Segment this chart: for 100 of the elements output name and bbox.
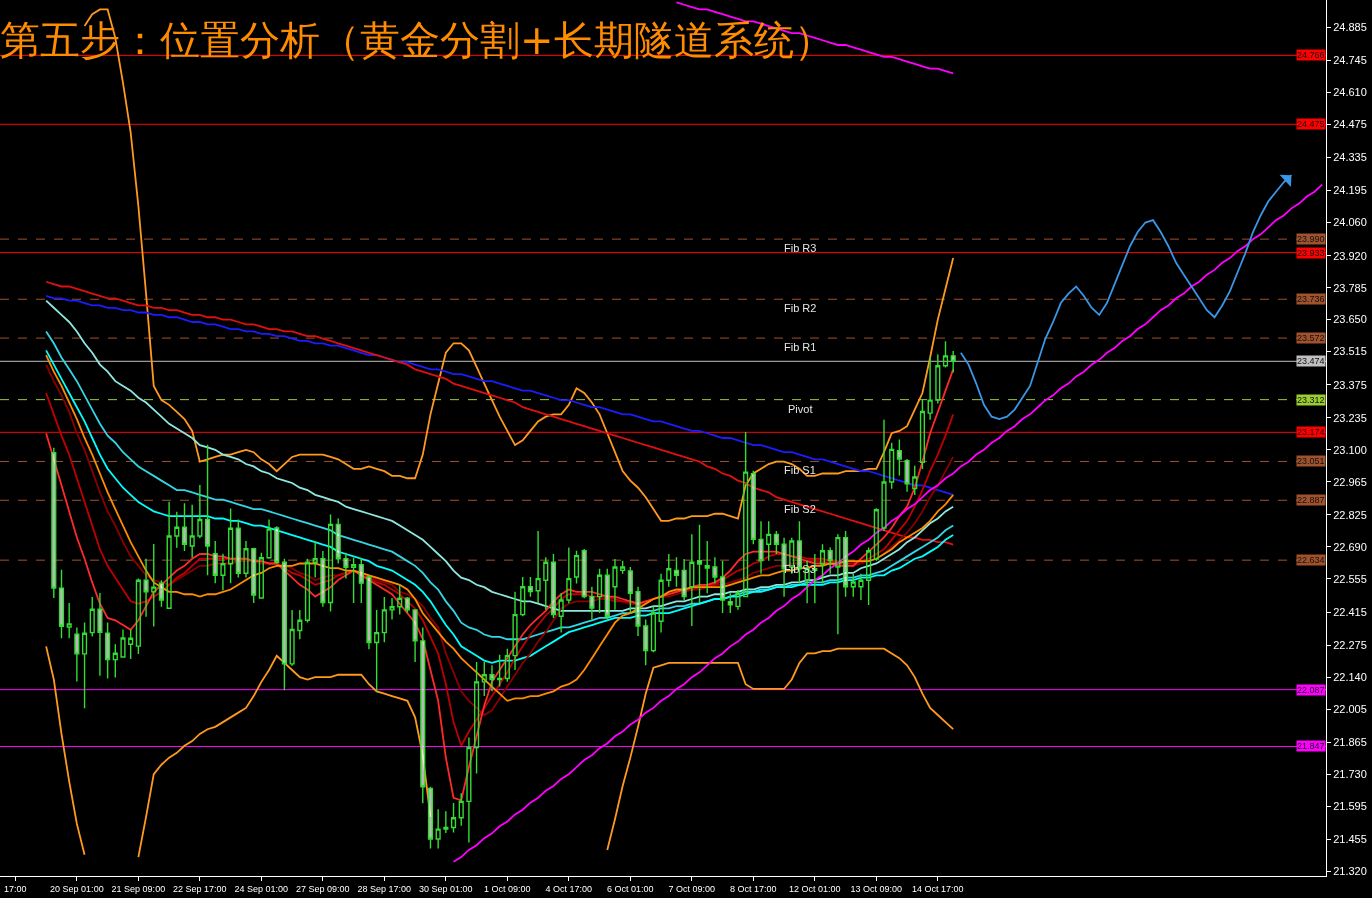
candlestick [527,576,533,598]
candlestick [304,558,311,624]
candlestick [258,552,264,599]
candlestick [673,556,680,588]
candlestick [819,543,826,585]
candlestick [919,399,926,470]
candlestick [712,556,718,585]
annotation: Fib R3 [784,242,817,254]
y-tick-label: 23.375 [1333,378,1367,391]
y-tick-label: 23.920 [1333,249,1367,262]
ref-line-label: 24.766 [1297,50,1325,60]
candlestick [681,558,687,601]
candlestick [827,546,833,575]
candlestick [750,469,756,545]
candlestick [481,661,487,697]
candlestick [135,577,141,655]
line-series [45,368,955,802]
candlestick [489,664,495,693]
candlestick [627,566,633,614]
ref-line-label: 23.312 [1297,395,1325,405]
candlestick [612,558,618,611]
candlestick [320,550,326,608]
candlestick [512,590,518,671]
y-tick-label: 24.335 [1333,151,1367,164]
candlestick [896,438,902,477]
candlestick [927,356,933,421]
line-series [45,299,955,612]
candlestick [850,572,856,598]
candlestick [604,567,610,621]
candlestick [735,589,741,611]
candlestick [412,609,418,663]
candlestick [620,559,626,575]
line-series [675,1,955,75]
candlestick [427,786,434,850]
candlestick [66,602,72,639]
ref-line-label: 22.087 [1297,685,1325,695]
candlestick [450,802,457,834]
candlestick [858,572,864,601]
candlestick [696,523,703,604]
x-tick-label: 14 Oct 17:00 [912,883,964,894]
candlestick [597,567,603,614]
candlestick [520,576,526,617]
y-tick-label: 22.825 [1333,508,1367,521]
x-tick-label: 7 Oct 09:00 [668,883,716,894]
x-tick-label: 8 Oct 17:00 [730,883,777,894]
candlestick [120,628,126,658]
candlestick [97,592,103,677]
candlestick [251,547,257,604]
y-tick-label: 22.275 [1333,639,1367,652]
candlestick [327,513,334,613]
y-tick-label: 22.555 [1333,572,1367,585]
y-tick-label: 24.745 [1333,54,1367,67]
candlestick [366,574,372,650]
candlestick [351,557,357,604]
candlestick [266,518,272,560]
annotation: Pivot [788,403,813,415]
ref-line-label: 24.475 [1297,119,1325,129]
y-tick-label: 24.610 [1333,86,1367,99]
line-series [83,8,955,522]
candlestick [866,546,872,606]
candlestick [105,621,111,680]
line-series [959,174,1293,420]
candlestick [643,618,649,666]
candlestick [151,543,157,628]
x-tick-label: 13 Oct 09:00 [850,883,903,894]
candlestick [358,557,364,604]
candlestick [181,502,188,552]
candlestick [74,626,80,683]
candlestick [389,597,395,621]
candlestick [81,621,88,709]
candlestick [950,350,956,374]
candlestick [704,540,710,595]
x-tick-label: 27 Sep 09:00 [296,883,350,894]
candlestick [666,553,672,588]
ref-line-label: 23.572 [1297,333,1325,343]
x-tick-label: 28 Sep 17:00 [357,883,412,894]
x-tick-label: 4 Oct 17:00 [545,883,593,894]
candlestick [573,550,580,585]
candlestick [835,533,841,635]
ref-line-label: 23.051 [1297,456,1325,466]
candlestick [889,442,895,490]
candlestick [689,533,695,627]
y-tick-label: 21.455 [1333,833,1367,846]
y-tick-label: 22.415 [1333,605,1367,618]
x-tick-label: 24 Sep 01:00 [234,883,289,894]
candlestick [197,484,203,539]
x-tick-label: 20 Sep 01:00 [50,883,104,894]
line-series [45,280,955,546]
candlestick [727,592,733,614]
candlestick [420,626,426,805]
candlestick [435,808,441,850]
candlestick [758,520,764,575]
candlestick [781,536,787,598]
y-tick-label: 22.690 [1333,540,1367,553]
y-tick-label: 21.865 [1333,736,1367,749]
candlestick [912,465,918,496]
candlestick [404,596,410,614]
candlestick [58,568,65,639]
y-tick-label: 21.730 [1333,768,1367,781]
candlestick [228,507,234,584]
